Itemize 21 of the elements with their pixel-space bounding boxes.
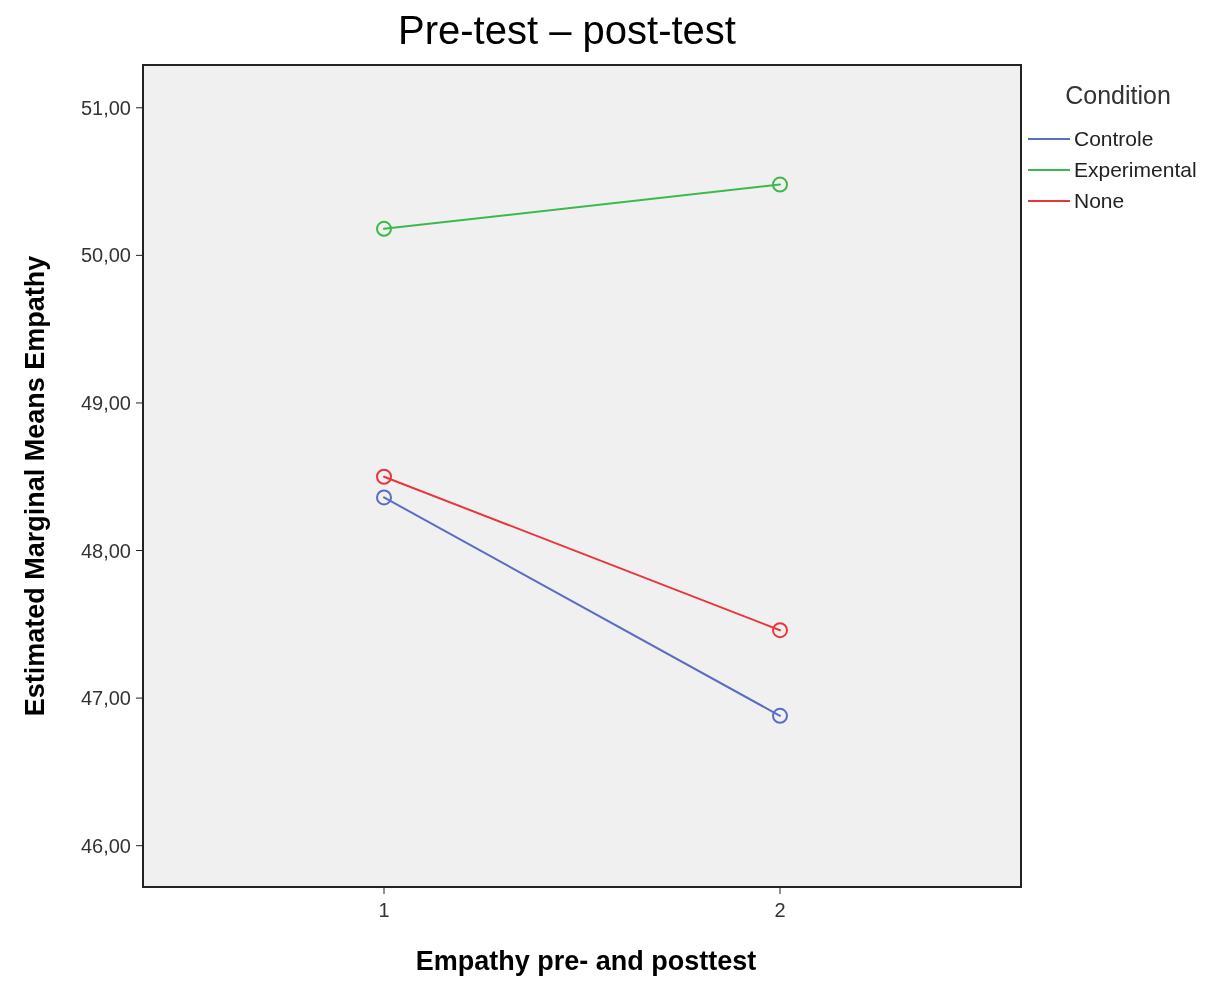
legend-label: Controle xyxy=(1074,127,1154,151)
legend-label: None xyxy=(1074,189,1125,213)
x-axis-title: Empathy pre- and posttest xyxy=(415,946,757,976)
y-tick-label: 51,00 xyxy=(80,96,131,119)
chart-title: Pre-test – post-test xyxy=(398,8,736,52)
y-axis-title: Estimated Marginal Means Empathy xyxy=(20,255,50,717)
point xyxy=(376,220,392,237)
point xyxy=(772,176,788,193)
legend-label: Experimental xyxy=(1074,158,1197,182)
x-tick-label: 2 xyxy=(774,899,786,921)
point xyxy=(376,489,392,506)
point xyxy=(376,468,392,485)
y-tick-label: 49,00 xyxy=(80,391,131,414)
point xyxy=(772,622,788,639)
point xyxy=(772,707,788,724)
y-tick-label: 46,00 xyxy=(80,834,131,857)
y-tick-label: 50,00 xyxy=(80,244,131,267)
y-tick-label: 47,00 xyxy=(80,687,131,710)
y-tick-label: 48,00 xyxy=(80,539,131,562)
legend-title: Condition xyxy=(1065,81,1171,109)
x-tick-label: 1 xyxy=(378,899,390,921)
